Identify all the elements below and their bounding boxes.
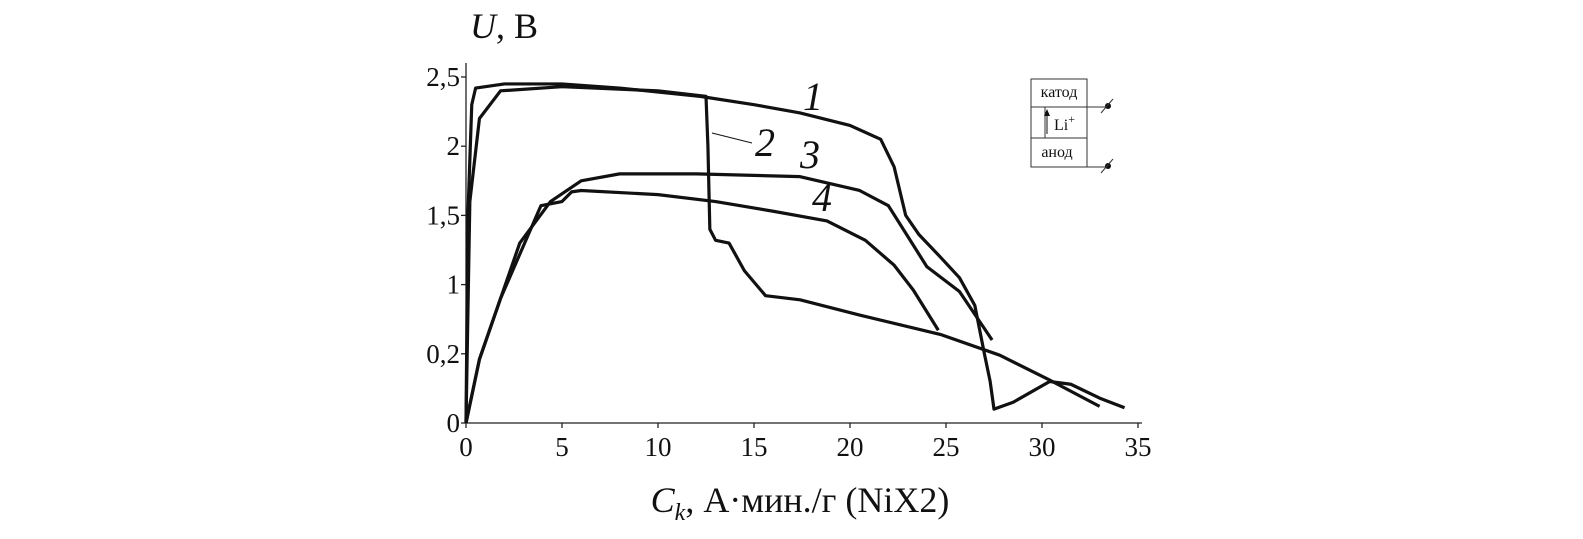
series-line [464,188,940,424]
x-tick-label: 15 [741,432,768,462]
x-tick-label: 0 [459,432,473,462]
inset-middle: Li+ [1054,112,1075,134]
y-tick-label: 2,5 [426,62,460,92]
inset-middle-text: Li [1054,117,1069,134]
y-tick-label: 2 [447,131,461,161]
inset-middle-sup: + [1068,112,1075,126]
y-tick-label: 1,5 [426,200,460,230]
inset-arrow-head [1044,109,1050,116]
label-pointer [711,132,753,144]
x-tick-label: 25 [933,432,960,462]
x-tick-label: 35 [1125,432,1152,462]
series-line [464,82,1126,424]
series-line [464,172,994,424]
inset: катод Li+ анод [1030,78,1114,174]
x-label-unit: , А·мин./г (NiX2) [685,480,949,520]
x-axis-label: Ck, А·мин./г (NiX2) [651,480,950,526]
x-label-subscript: k [675,500,686,526]
y-axis-label: U, В [470,6,538,46]
inset-bottom: анод [1041,144,1072,161]
series-line [464,85,1101,424]
y-label-symbol: U [470,6,498,46]
inset-wire [1100,158,1114,174]
series-label: 2 [755,120,775,165]
y-tick-label: 0 [447,408,461,438]
y-tick-label: 1 [447,270,461,300]
y-label-unit: , В [496,6,538,46]
inset-terminal [1105,163,1111,169]
inset-top: катод [1041,84,1078,101]
x-tick-label: 10 [645,432,672,462]
inset-box [1030,78,1088,168]
x-label-symbol: C [651,480,676,520]
y-tick-label: 0,2 [426,339,460,369]
inset-wire [1100,98,1114,114]
x-tick-label: 5 [555,432,569,462]
series-label: 1 [803,74,823,119]
series-label: 3 [799,132,820,177]
series-label: 4 [812,175,832,220]
x-tick-label: 20 [837,432,864,462]
x-tick-label: 30 [1029,432,1056,462]
inset-terminal [1105,103,1111,109]
